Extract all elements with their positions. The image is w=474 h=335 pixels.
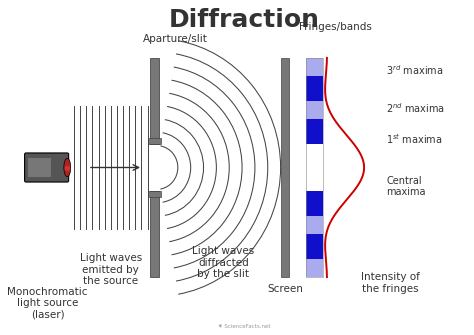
- Bar: [150, 58, 159, 144]
- Text: Fringes/bands: Fringes/bands: [299, 22, 372, 32]
- Text: Light waves
diffracted
by the slit: Light waves diffracted by the slit: [192, 246, 255, 279]
- Bar: [306, 191, 323, 216]
- Bar: [150, 191, 159, 277]
- Bar: [281, 58, 289, 277]
- Bar: [306, 58, 323, 277]
- Text: Light waves
emitted by
the source: Light waves emitted by the source: [80, 253, 142, 286]
- Text: Intensity of
the fringes: Intensity of the fringes: [361, 272, 420, 294]
- Text: Aparture/slit: Aparture/slit: [143, 34, 208, 44]
- Text: Monochromatic
light source
(laser): Monochromatic light source (laser): [7, 287, 88, 320]
- Bar: [306, 76, 323, 101]
- Bar: [306, 234, 323, 259]
- Ellipse shape: [64, 158, 71, 177]
- Bar: [306, 119, 323, 144]
- Bar: [306, 259, 323, 277]
- Text: 1$^{st}$ maxima: 1$^{st}$ maxima: [386, 132, 443, 146]
- Text: 3$^{rd}$ maxima: 3$^{rd}$ maxima: [386, 63, 444, 77]
- Text: Screen: Screen: [267, 284, 303, 294]
- Bar: [306, 101, 323, 119]
- Bar: [148, 191, 161, 197]
- Text: 2$^{nd}$ maxima: 2$^{nd}$ maxima: [386, 101, 445, 115]
- Bar: [306, 58, 323, 76]
- Text: ✷ ScienceFacts.net: ✷ ScienceFacts.net: [218, 324, 270, 329]
- Bar: [28, 158, 51, 177]
- Bar: [306, 216, 323, 234]
- Text: Diffraction: Diffraction: [168, 8, 319, 32]
- Text: Central
maxima: Central maxima: [386, 176, 426, 197]
- Bar: [148, 138, 161, 144]
- FancyBboxPatch shape: [25, 153, 69, 182]
- Bar: [306, 144, 323, 191]
